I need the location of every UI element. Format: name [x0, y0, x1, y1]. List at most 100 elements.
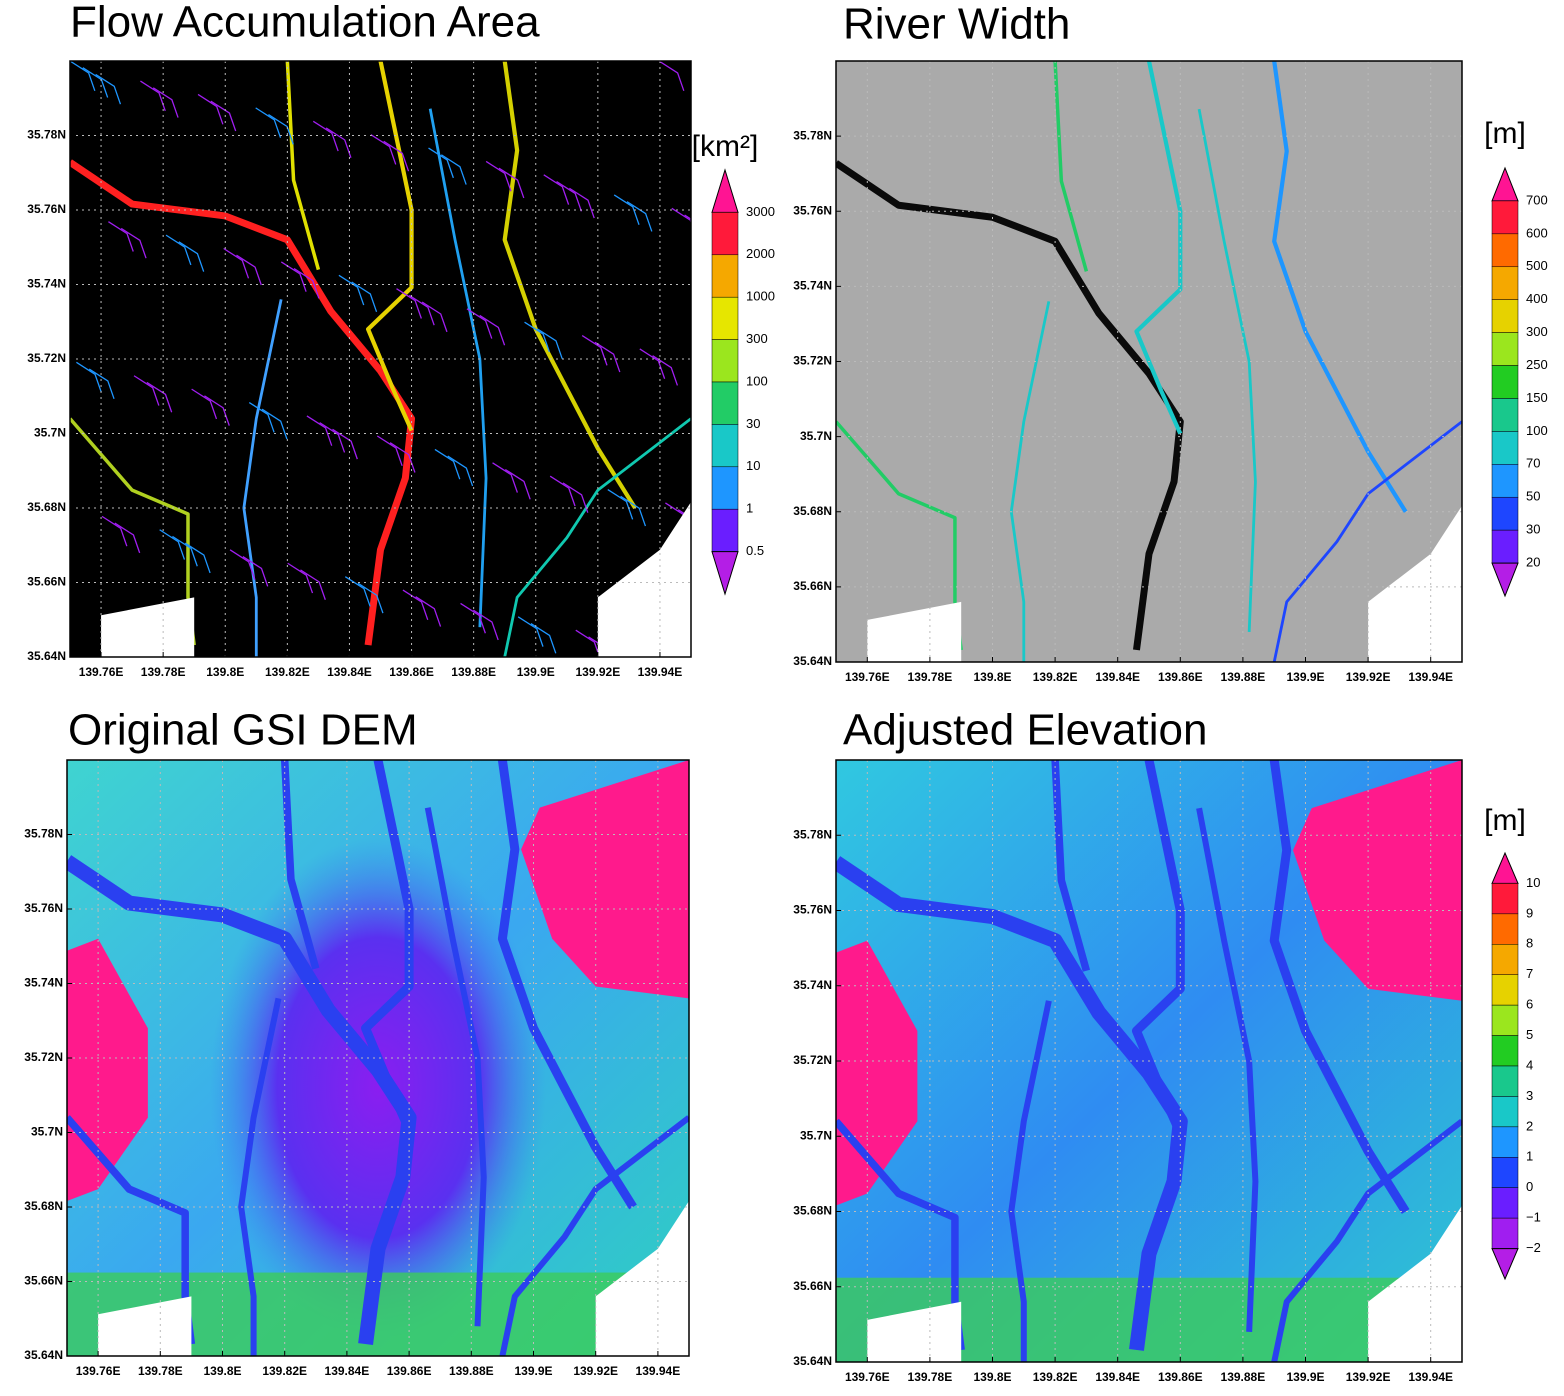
stream [658, 61, 685, 92]
x-tick-label: 139.9E [1286, 670, 1324, 684]
colorbar-segment [711, 339, 739, 383]
colorbar-segment [711, 212, 739, 256]
y-tick-label: 35.68N [793, 504, 832, 518]
colorbar-label: 250 [1526, 357, 1548, 372]
y-tick-label: 35.78N [793, 128, 832, 142]
stream [344, 576, 371, 607]
colorbar-label: 500 [1526, 258, 1548, 273]
x-tick-label: 139.8E [203, 1364, 241, 1378]
sea [98, 1296, 192, 1356]
colorbar-label: 400 [1526, 291, 1548, 306]
stream [530, 622, 557, 654]
x-tick-label: 139.94E [636, 1364, 681, 1378]
colorbar-unit: [km²] [692, 130, 759, 163]
colorbar-segment [1491, 974, 1519, 1006]
colorbar-label: 3 [1526, 1088, 1533, 1103]
colorbar-unit: [m] [1484, 804, 1526, 837]
colorbar-label: 0 [1526, 1179, 1533, 1194]
stream [184, 542, 211, 574]
colorbar-segment [1491, 1217, 1519, 1249]
y-tick-label: 35.68N [24, 1199, 63, 1213]
panel-title: Flow Accumulation Area [70, 0, 540, 47]
stream [101, 515, 128, 547]
x-tick-label: 139.92E [1346, 1370, 1391, 1384]
y-tick-label: 35.68N [27, 500, 66, 514]
stream [319, 422, 346, 453]
stream [537, 328, 563, 359]
colorbar-segment [1491, 1065, 1519, 1097]
colorbar-label: 20 [1526, 555, 1540, 570]
y-tick-label: 35.76N [793, 203, 832, 217]
stream [338, 274, 365, 306]
y-tick-label: 35.68N [793, 1204, 832, 1218]
colorbar-segment [1491, 1004, 1519, 1036]
stream [197, 93, 224, 125]
x-tick-label: 139.76E [79, 665, 124, 679]
colorbar-label: 700 [1526, 192, 1548, 207]
stream [261, 408, 288, 440]
stream [306, 415, 333, 446]
stream [165, 234, 192, 266]
map-frame [835, 60, 1463, 663]
colorbar-segment [711, 381, 739, 425]
x-tick-label: 139.9E [514, 1364, 552, 1378]
y-tick-label: 35.76N [27, 202, 66, 216]
stream [236, 254, 262, 286]
sea [867, 601, 962, 662]
colorbar-label: 1 [746, 501, 753, 516]
stream [172, 535, 198, 567]
x-tick-label: 139.84E [327, 665, 372, 679]
stream [613, 194, 640, 225]
river [1051, 760, 1091, 972]
river [1196, 807, 1259, 1333]
colorbar-label: 30 [1526, 522, 1540, 537]
stream [255, 107, 282, 138]
stream [543, 174, 570, 205]
colorbar-label: 10 [1526, 875, 1540, 890]
colorbar-label: 100 [1526, 423, 1548, 438]
colorbar-segment [1491, 913, 1519, 945]
sea [1368, 1205, 1462, 1362]
y-tick-label: 35.7N [800, 429, 832, 443]
y-tick-label: 35.64N [27, 649, 66, 663]
x-tick-label: 139.92E [575, 665, 620, 679]
stream [517, 616, 544, 647]
stream [293, 268, 320, 299]
stream [325, 127, 352, 158]
river [1053, 61, 1089, 272]
stream [210, 100, 237, 132]
y-tick-label: 35.7N [31, 1125, 63, 1139]
river [424, 807, 487, 1327]
stream [460, 602, 486, 634]
y-tick-label: 35.66N [27, 575, 66, 589]
stream [466, 308, 493, 339]
x-tick-label: 139.9E [517, 665, 555, 679]
x-tick-label: 139.8E [973, 1370, 1011, 1384]
colorbar-segment [1491, 1126, 1519, 1158]
stream [620, 495, 647, 527]
sea [597, 502, 691, 657]
y-tick-label: 35.72N [27, 351, 66, 365]
panel-title: Original GSI DEM [68, 706, 418, 755]
x-tick-label: 139.8E [973, 670, 1011, 684]
river [1272, 420, 1462, 662]
x-tick-label: 139.82E [1033, 1370, 1078, 1384]
colorbar-unit: [m] [1484, 117, 1526, 150]
stream [178, 241, 205, 272]
colorbar-cap [711, 168, 739, 213]
colorbar-label: 100 [746, 373, 768, 388]
stream [146, 381, 173, 413]
colorbar-segment [1491, 200, 1519, 235]
y-tick-label: 35.64N [24, 1348, 63, 1362]
panel-title: River Width [843, 0, 1070, 49]
colorbar-label: 300 [1526, 324, 1548, 339]
y-tick-label: 35.78N [24, 827, 63, 841]
colorbar-segment [1491, 365, 1519, 399]
stream [114, 522, 141, 554]
stream [485, 160, 512, 192]
colorbar-segment [711, 296, 739, 340]
stream [300, 569, 326, 600]
x-tick-label: 139.88E [1221, 1370, 1266, 1384]
stream [402, 589, 429, 621]
colorbar-segment [1491, 299, 1519, 333]
